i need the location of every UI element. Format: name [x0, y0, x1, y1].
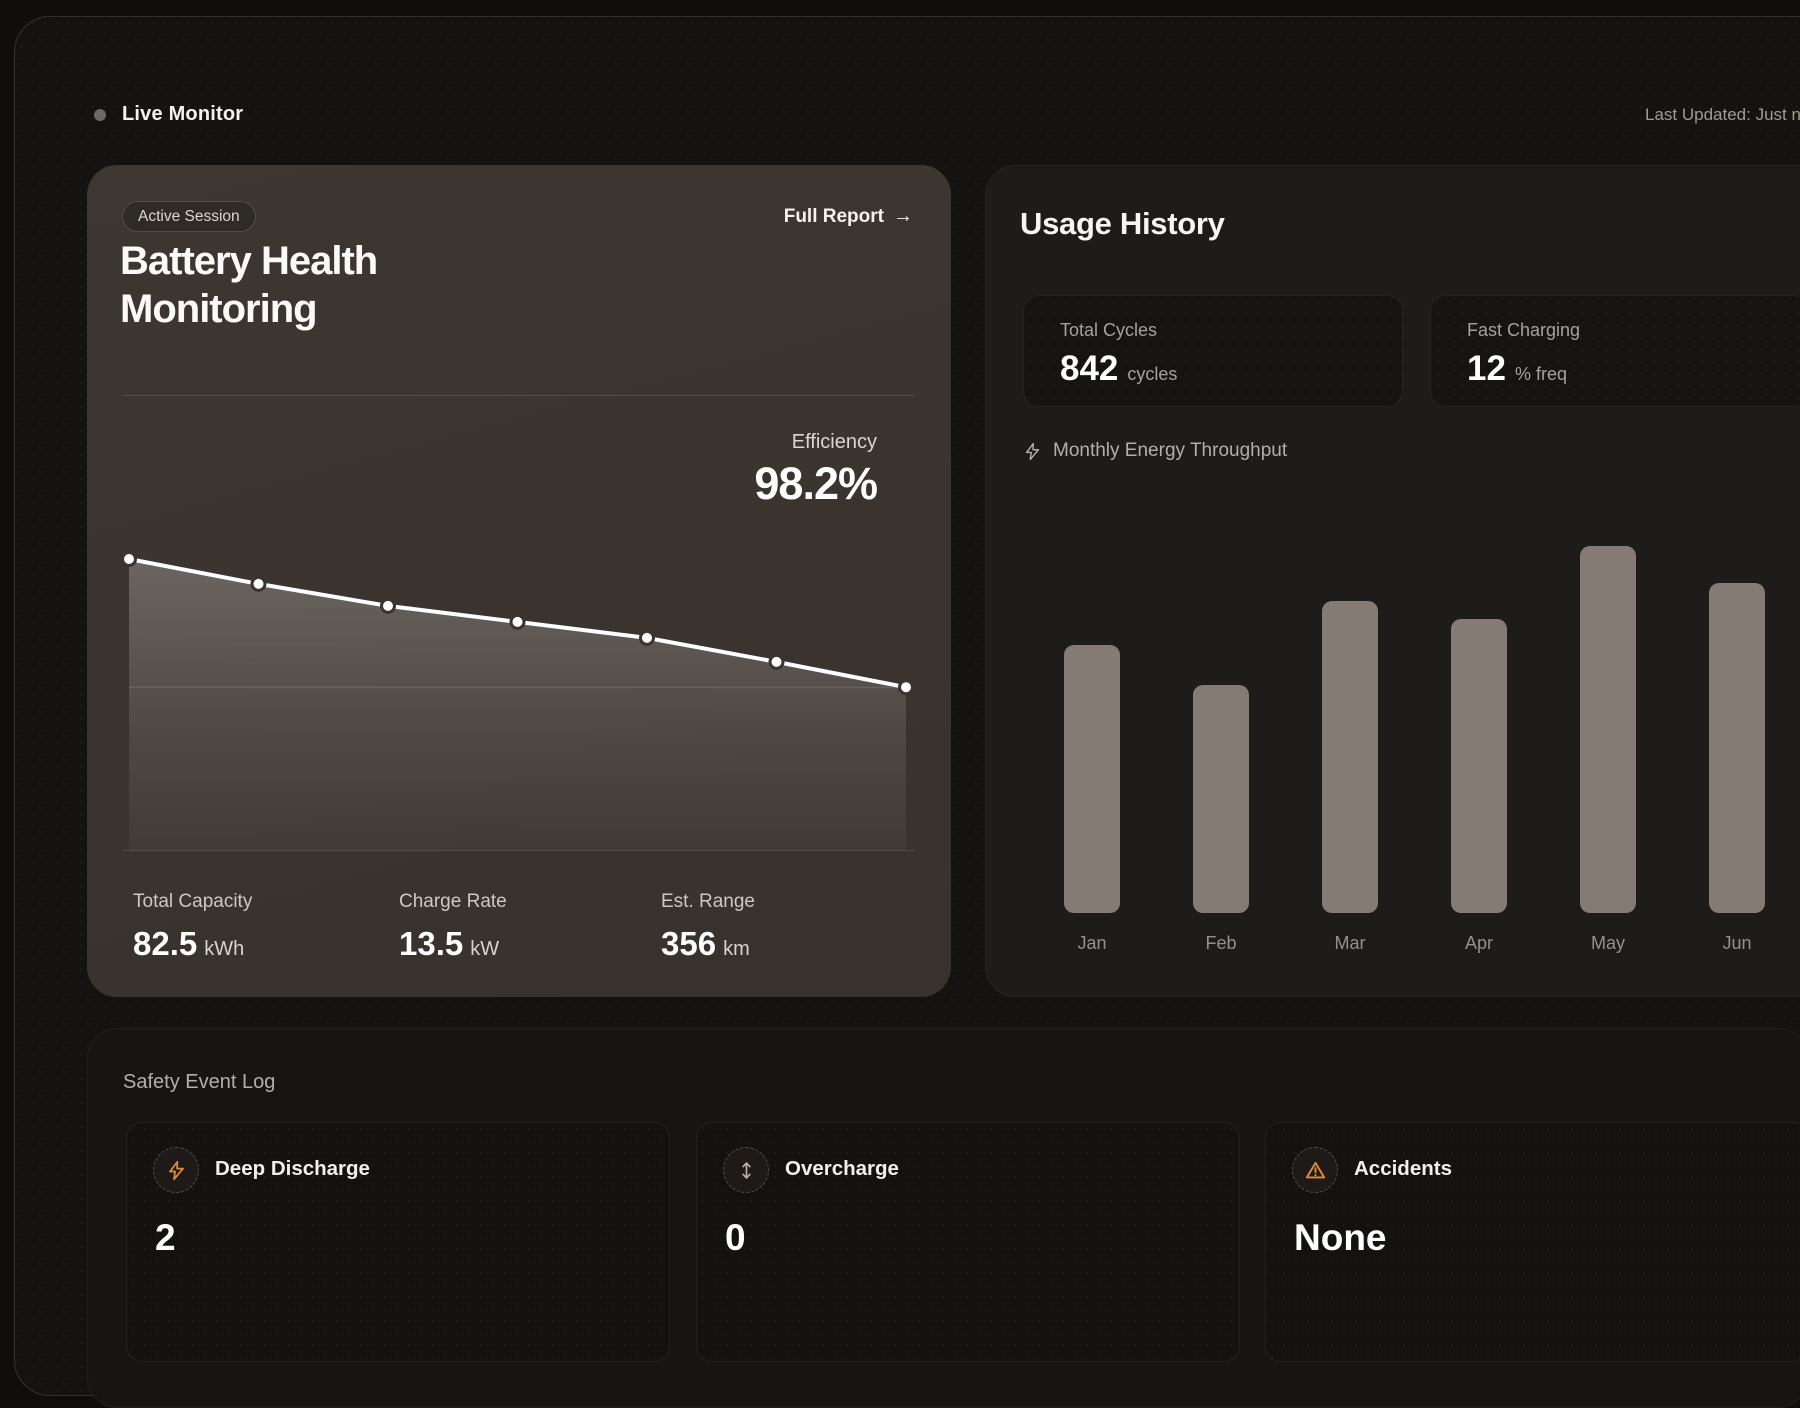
full-report-link[interactable]: Full Report →	[784, 205, 913, 228]
battery-health-card: Active Session Full Report → Battery Hea…	[87, 165, 951, 997]
full-report-label: Full Report	[783, 205, 884, 227]
battery-title-line2: Monitoring	[120, 287, 318, 331]
usage-history-card: Usage History Total Cycles 842 cycles Fa…	[985, 165, 1800, 997]
arrow-right-icon: →	[893, 205, 913, 227]
event-icon-chip	[153, 1147, 199, 1193]
bar-may	[1580, 546, 1636, 913]
bar-mar	[1322, 601, 1378, 913]
bar-jan	[1064, 645, 1120, 913]
warning-triangle-icon	[1305, 1161, 1325, 1178]
bar-label-may: May	[1590, 933, 1625, 953]
stat-number: 356	[661, 925, 717, 962]
event-label: Deep Discharge	[215, 1157, 370, 1180]
stat-value: 13.5 kW	[399, 925, 507, 963]
stat-value: 842 cycles	[1060, 349, 1366, 389]
stat-est-range: Est. Range 356 km	[661, 891, 755, 963]
status-dot-icon	[94, 108, 106, 121]
stat-box-total-cycles: Total Cycles 842 cycles	[1023, 295, 1403, 407]
live-monitor-label: Live Monitor	[122, 103, 244, 125]
event-box-accidents: Accidents None	[1265, 1122, 1800, 1362]
bar-chart-labels: Jan Feb Mar Apr May Jun	[1064, 933, 1765, 957]
stat-label: Charge Rate	[399, 891, 507, 912]
safety-event-log-title: Safety Event Log	[123, 1071, 276, 1093]
divider	[123, 395, 915, 396]
stat-number: 13.5	[399, 925, 464, 962]
stat-number: 12	[1467, 349, 1506, 388]
stat-value: 12 % freq	[1467, 349, 1772, 389]
throughput-chart-header: Monthly Energy Throughput	[1023, 440, 1287, 462]
bar-label-apr: Apr	[1464, 933, 1493, 953]
event-icon-chip	[723, 1147, 769, 1193]
last-updated-text: Last Updated: Just now	[1645, 105, 1800, 124]
stat-value: 82.5 kWh	[133, 925, 252, 963]
bolt-icon	[168, 1160, 184, 1180]
bar-label-feb: Feb	[1205, 933, 1237, 953]
bolt-icon	[1025, 442, 1040, 460]
bar-feb	[1193, 685, 1249, 913]
efficiency-value: 98.2%	[754, 458, 878, 509]
monthly-throughput-bar-chart	[1064, 546, 1765, 913]
event-box-deep-discharge: Deep Discharge 2	[126, 1122, 670, 1362]
battery-trend-chart	[121, 551, 914, 850]
stat-box-fast-charging: Fast Charging 12 % freq	[1430, 295, 1800, 407]
bar-label-jan: Jan	[1077, 933, 1107, 953]
efficiency-label: Efficiency	[791, 431, 877, 453]
stat-unit: cycles	[1127, 364, 1178, 384]
throughput-chart-label: Monthly Energy Throughput	[1053, 440, 1288, 461]
stat-unit: km	[723, 938, 750, 960]
bar-apr	[1451, 619, 1507, 913]
battery-title-line1: Battery Health	[120, 239, 378, 283]
event-value: 0	[725, 1217, 746, 1258]
stat-total-capacity: Total Capacity 82.5 kWh	[133, 891, 252, 963]
usage-history-title: Usage History	[1020, 206, 1225, 241]
stat-value: 356 km	[661, 925, 755, 963]
dashboard-frame: Live Monitor Last Updated: Just now Acti…	[14, 16, 1800, 1408]
event-value: None	[1294, 1217, 1387, 1258]
battery-card-title: Battery Health Monitoring	[120, 237, 378, 333]
bar-label-jun: Jun	[1722, 933, 1752, 953]
stat-label: Est. Range	[661, 891, 755, 912]
event-label: Accidents	[1354, 1157, 1452, 1180]
efficiency-readout: Efficiency 98.2%	[754, 431, 878, 510]
stat-number: 842	[1060, 349, 1119, 388]
live-monitor-status: Live Monitor	[94, 103, 243, 126]
stat-number: 82.5	[133, 925, 198, 962]
bar-label-mar: Mar	[1334, 933, 1366, 953]
stat-label: Total Cycles	[1060, 320, 1158, 340]
stat-charge-rate: Charge Rate 13.5 kW	[399, 891, 507, 963]
stat-unit: kWh	[204, 938, 245, 960]
event-icon-chip	[1292, 1147, 1338, 1193]
bar-jun	[1709, 583, 1765, 913]
arrows-up-down-icon	[741, 1161, 751, 1179]
event-box-overcharge: Overcharge 0	[696, 1122, 1240, 1362]
active-session-badge: Active Session	[122, 201, 256, 232]
divider	[123, 850, 915, 851]
stat-label: Total Capacity	[133, 891, 253, 912]
stat-unit: kW	[470, 938, 500, 960]
event-label: Overcharge	[785, 1157, 899, 1180]
stat-label: Fast Charging	[1467, 320, 1581, 340]
stat-unit: % freq	[1514, 364, 1567, 384]
safety-event-log-card: Safety Event Log Deep Discharge 2 Overch…	[87, 1028, 1800, 1408]
event-value: 2	[155, 1217, 176, 1258]
